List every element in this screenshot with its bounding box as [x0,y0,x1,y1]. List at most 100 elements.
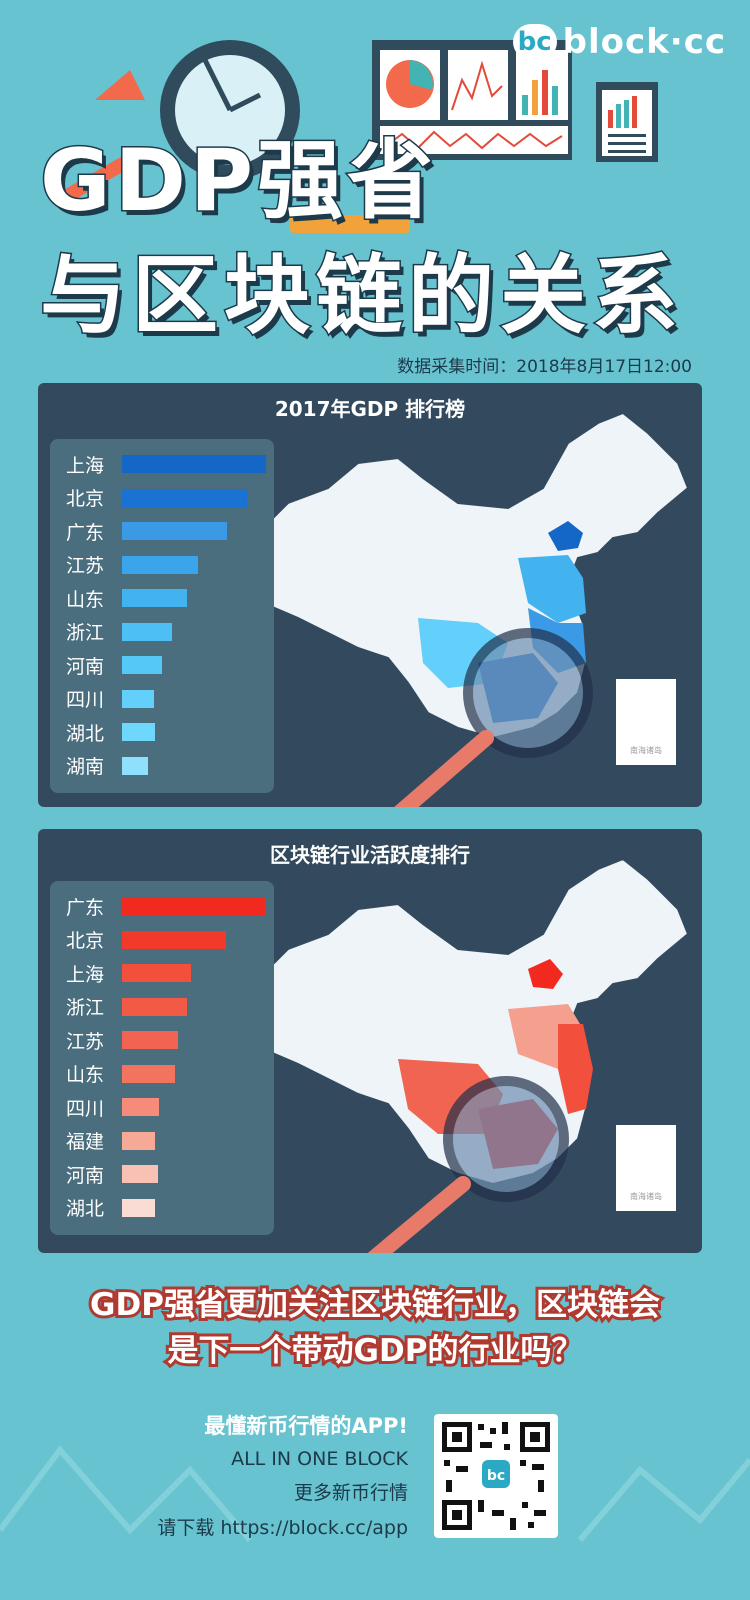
magnifier-lens [463,628,593,758]
map-region-east [518,555,586,623]
map-inset-label: 南海诸岛 [630,745,662,755]
rank-label: 山东 [66,1064,105,1086]
rank-row: 四川 [66,1092,160,1122]
qr-code[interactable]: bc [434,1414,558,1538]
magnifier-lens [443,1076,569,1202]
blockchain-rank-list: 广东北京上海浙江江苏山东四川福建河南湖北 [50,881,274,1235]
rank-label: 山东 [66,588,105,611]
header-illustration [61,40,658,233]
rank-row: 浙江 [66,617,173,647]
blockchain-chart-title: 区块链行业活跃度排行 [270,843,470,867]
rank-bar [122,1031,179,1049]
map-region-coast [558,1024,593,1114]
logo-text: block·cc [562,22,726,62]
question-line2: 是下一个带动GDP的行业吗？ [165,1330,586,1372]
rank-bar [122,930,226,949]
map-inset-label: 南海诸岛 [630,1191,662,1201]
pencil-icon [61,150,139,204]
rank-bar [122,522,228,540]
rank-label: 江苏 [66,555,105,577]
rank-bar [122,1064,176,1083]
rank-row: 河南 [66,650,163,680]
rank-label: 福建 [66,1131,105,1153]
rank-bar [122,689,154,708]
rank-label: 上海 [66,963,105,986]
rank-row: 江苏 [66,1025,179,1055]
footer-text: 最懂新币行情的APP! ALL IN ONE BLOCK 更多新币行情 请下载 … [157,1410,408,1540]
rank-row: 山东 [66,583,187,613]
rank-bar [122,555,199,574]
logo-badge: bc [512,24,557,60]
blockchain-china-map: 南海诸岛 [221,857,690,1253]
pen-icon [290,215,410,233]
rank-label: 湖南 [66,756,105,778]
data-timestamp: 数据采集时间：2018年8月17日12:00 [397,357,692,377]
rank-row: 山东 [66,1059,176,1089]
rank-label: 浙江 [66,622,105,644]
rank-row: 江苏 [66,550,199,580]
footer-tagline: ALL IN ONE BLOCK [231,1448,408,1470]
map-region-beijing [548,521,583,551]
qr-badge-text: bc [487,1468,505,1484]
rank-bar [122,723,156,741]
rank-bar [122,964,192,982]
rank-bar [122,756,148,775]
magnifier-handle [367,1176,471,1253]
brand-logo[interactable]: bc block·cc [512,22,726,62]
rank-bar [122,488,248,507]
rank-row: 广东 [66,516,228,546]
question-line1: GDP强省更加关注区块链行业，区块链会 [87,1284,663,1326]
rank-bar [122,1165,158,1183]
page-title-line2: 与区块链的关系 [39,245,684,348]
rank-row: 湖北 [66,717,156,747]
gdp-chart-title: 2017年GDP 排行榜 [274,397,466,421]
rank-label: 湖北 [66,1198,105,1220]
gdp-rank-list: 上海北京广东江苏山东浙江河南四川湖北湖南 [50,439,274,793]
rank-bar [122,455,266,473]
rank-label: 四川 [66,689,105,711]
rank-row: 浙江 [66,992,187,1022]
rank-row: 北京 [66,483,248,513]
rank-row: 河南 [66,1159,158,1189]
rank-bar [122,997,187,1016]
rank-bar [122,1098,160,1116]
rank-bar [122,622,173,641]
rank-row: 四川 [66,684,154,714]
page-title-line1: GDP强省 [38,130,438,233]
rank-label: 广东 [66,896,105,919]
footer-download-link[interactable]: 请下载 https://block.cc/app [157,1517,408,1539]
footer-slogan: 最懂新币行情的APP! [204,1414,408,1438]
rank-bar [122,589,187,607]
map-region-beijing [528,959,563,989]
qr-code-icon: bc [442,1422,550,1530]
footer-more: 更多新币行情 [293,1482,408,1504]
map-inset-box [616,679,676,765]
rank-row: 北京 [66,925,226,955]
rank-row: 湖北 [66,1193,156,1223]
gdp-ranking-panel: 南海诸岛 2017年GDP 排行榜 上海北京广东江苏山东浙江河南四川湖北湖南 [38,383,702,807]
rank-row: 上海 [66,449,266,479]
rank-label: 广东 [66,521,105,544]
blockchain-ranking-panel: 南海诸岛 区块链行业活跃度排行 广东北京上海浙江江苏山东四川福建河南湖北 [38,829,702,1253]
rank-label: 河南 [66,655,105,678]
rank-label: 河南 [66,1164,105,1187]
rank-label: 湖北 [66,722,105,745]
rank-row: 广东 [66,891,266,921]
magnifier-handle [394,730,494,807]
rank-row: 湖南 [66,751,148,781]
rank-bar [122,1198,156,1217]
map-inset-box [616,1125,676,1211]
rank-label: 北京 [66,930,105,952]
rank-bar [122,897,266,915]
rank-bar [122,656,163,674]
gdp-china-map: 南海诸岛 [221,411,690,807]
rank-label: 上海 [66,454,105,477]
question-text: GDP强省更加关注区块链行业，区块链会 是下一个带动GDP的行业吗？ [0,1282,750,1374]
rank-label: 江苏 [66,1030,105,1053]
rank-label: 浙江 [66,997,105,1019]
rank-row: 福建 [66,1126,156,1156]
rank-bar [122,1131,156,1150]
rank-label: 北京 [66,488,105,510]
rank-row: 上海 [66,958,192,988]
